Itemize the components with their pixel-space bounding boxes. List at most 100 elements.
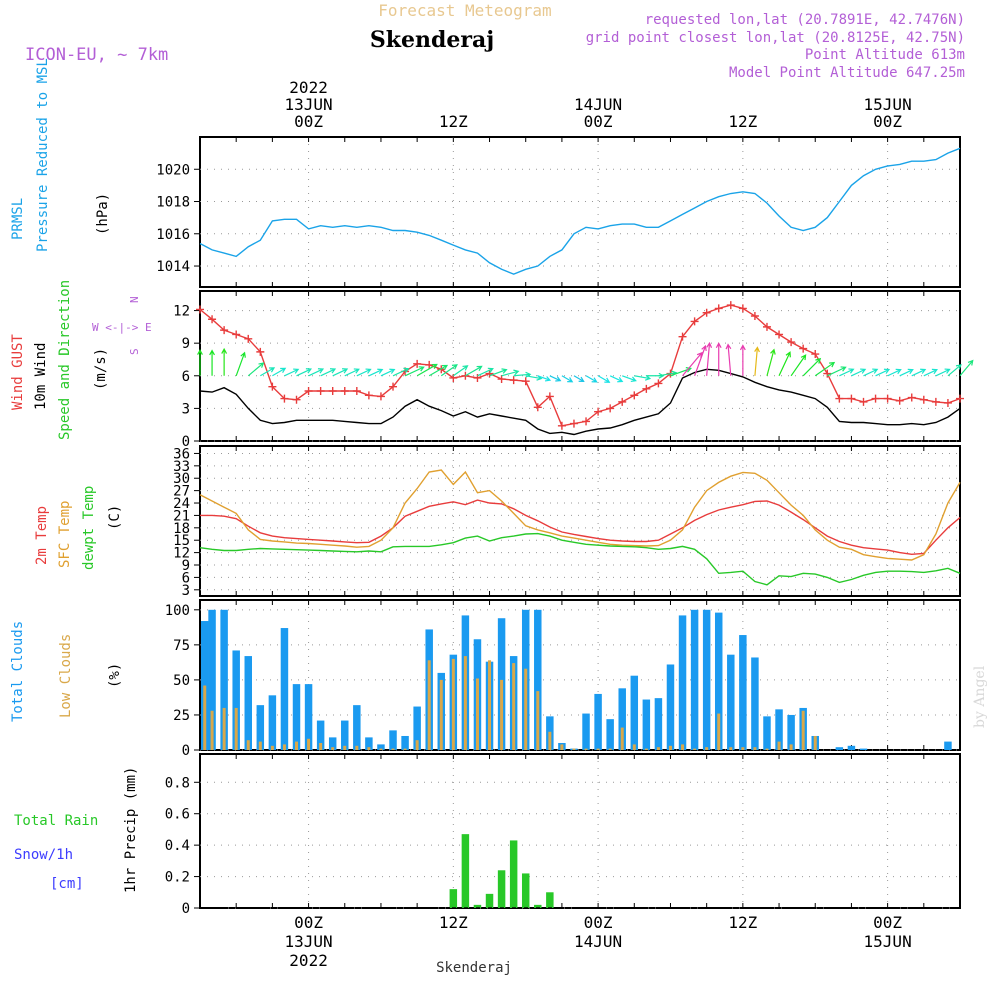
wind-arrow: [344, 368, 360, 377]
low-clouds-bar: [427, 660, 431, 750]
wind-arrow: [284, 368, 300, 377]
gust-marker: [328, 387, 337, 395]
gust-marker: [389, 382, 398, 391]
wind-speed-direction-label: Speed and Direction: [57, 280, 73, 440]
wind-arrow: [404, 366, 425, 377]
wind-arrow: [923, 368, 938, 377]
gust-marker: [690, 317, 699, 326]
total-clouds-bar: [534, 609, 542, 750]
chart-supertitle: Forecast Meteogram: [378, 1, 551, 20]
wind-arrow: [947, 364, 962, 377]
low-clouds-bar: [560, 744, 564, 750]
total-clouds-bar: [268, 695, 277, 750]
low-clouds-bar: [246, 740, 250, 750]
y-tick-label: 15: [173, 533, 190, 549]
bottom-hour-label: 00Z: [873, 913, 902, 932]
y-tick-label: 1016: [156, 227, 190, 243]
wind-arrow: [754, 346, 760, 376]
wind-arrow: [260, 367, 276, 377]
bottom-hour-label: 00Z: [294, 913, 323, 932]
wind-arrow: [935, 368, 951, 377]
low-clouds-bar: [681, 744, 685, 750]
total-clouds-bar: [775, 709, 783, 750]
wind-arrow: [320, 368, 337, 377]
y-tick-label: 1018: [156, 195, 190, 211]
gust-marker: [907, 393, 916, 402]
gust-marker: [413, 359, 422, 368]
wind-arrow: [790, 354, 807, 377]
total-clouds-bar: [365, 737, 373, 750]
series-line: [200, 499, 961, 556]
gust-marker: [956, 394, 964, 403]
clouds-labels: Total Clouds Low Clouds (%): [10, 621, 123, 722]
wind-arrow: [585, 375, 598, 383]
low-clouds-bar: [500, 679, 504, 750]
total-clouds-bar: [292, 684, 301, 750]
bottom-day-label: 13JUN: [284, 932, 332, 951]
series-line: [199, 147, 961, 275]
precip-labels: Total Rain Snow/1h [cm] 1hr Precip (mm): [14, 767, 139, 893]
compass-south: S: [128, 348, 141, 355]
gust-marker: [280, 394, 289, 403]
point-altitude: Point Altitude 613m: [805, 47, 965, 63]
low-clouds-bar: [656, 747, 660, 750]
total-clouds-bar: [739, 635, 747, 750]
low-clouds-bar: [222, 707, 226, 750]
prmsl-label: PRMSL: [10, 198, 26, 240]
bottom-day-label: 14JUN: [574, 932, 622, 951]
low-clouds-bar: [488, 660, 492, 750]
wind-arrow: [911, 368, 927, 377]
y-tick-label: 0.8: [165, 775, 190, 791]
gust-marker: [606, 404, 615, 413]
gust-marker: [461, 371, 470, 380]
gust-marker: [847, 394, 856, 403]
gust-marker: [256, 347, 265, 356]
y-tick-label: 12: [173, 546, 190, 562]
wind-arrow: [887, 368, 902, 377]
low-clouds-bar: [415, 740, 419, 750]
total-clouds-bar: [727, 654, 735, 750]
wind-10m-label: 10m Wind: [33, 343, 49, 410]
low-clouds-bar: [717, 713, 721, 750]
wind-arrow: [197, 348, 203, 376]
low-clouds-bar: [765, 748, 769, 750]
wind-arrow: [209, 349, 215, 376]
gust-marker: [702, 308, 711, 317]
gust-marker: [533, 403, 542, 412]
panel-frame: [199, 753, 961, 909]
panel-frame: [199, 290, 961, 442]
temperature-labels: 2m Temp SFC Temp dewpt Temp (C): [34, 486, 123, 570]
wind-arrow: [477, 367, 494, 377]
gust-marker: [232, 330, 241, 339]
top-hour-label: 12Z: [728, 112, 757, 131]
low-clouds-bar: [632, 744, 636, 750]
gust-marker: [521, 377, 530, 386]
gust-marker: [811, 350, 820, 359]
panel-frame: [199, 445, 961, 597]
total-clouds-bar: [690, 609, 699, 750]
compass-west-east: W <-|-> E: [92, 321, 152, 334]
wind-arrow: [392, 367, 410, 377]
gust-marker: [871, 394, 880, 403]
wind-arrow: [814, 361, 836, 377]
low-clouds-bar: [729, 747, 733, 750]
gust-marker: [883, 394, 892, 403]
gust-marker: [787, 338, 796, 347]
low-clouds-bar: [367, 747, 371, 750]
low-clouds-bar: [258, 741, 262, 750]
total-clouds-bar: [751, 657, 759, 750]
y-tick-label: 0: [182, 901, 190, 917]
total-clouds-bar: [835, 747, 844, 750]
total-clouds-bar: [654, 698, 663, 750]
gust-marker: [220, 326, 229, 335]
wind-arrow: [715, 342, 722, 376]
wind-arrow: [501, 369, 520, 377]
total-clouds-bar: [232, 650, 240, 750]
gust-marker: [582, 417, 591, 426]
low-clouds-bar: [668, 745, 672, 750]
gust-marker: [943, 398, 952, 407]
precip-panel: 0 0.2 0.4 0.6 0.8: [165, 753, 961, 917]
gust-marker: [762, 322, 771, 331]
low-clouds-bar: [572, 748, 576, 750]
